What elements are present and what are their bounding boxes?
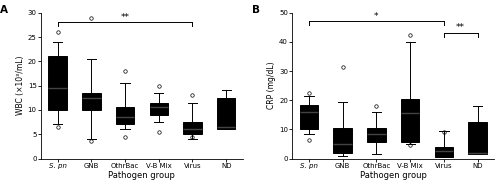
PathPatch shape (468, 122, 487, 154)
PathPatch shape (116, 108, 134, 124)
Y-axis label: WBC (×10³/mL): WBC (×10³/mL) (16, 56, 25, 115)
Text: A: A (0, 5, 8, 15)
PathPatch shape (183, 122, 202, 134)
PathPatch shape (401, 99, 419, 142)
PathPatch shape (48, 57, 67, 110)
Text: *: * (374, 12, 378, 21)
PathPatch shape (217, 98, 236, 129)
Text: **: ** (456, 23, 465, 32)
PathPatch shape (82, 93, 100, 110)
PathPatch shape (434, 147, 453, 157)
Y-axis label: CRP (mg/dL): CRP (mg/dL) (267, 62, 276, 109)
PathPatch shape (334, 128, 352, 153)
Text: **: ** (120, 13, 130, 22)
PathPatch shape (300, 105, 318, 129)
Text: B: B (252, 5, 260, 15)
X-axis label: Pathogen group: Pathogen group (360, 171, 426, 180)
PathPatch shape (367, 128, 386, 142)
PathPatch shape (150, 103, 168, 115)
X-axis label: Pathogen group: Pathogen group (108, 171, 176, 180)
